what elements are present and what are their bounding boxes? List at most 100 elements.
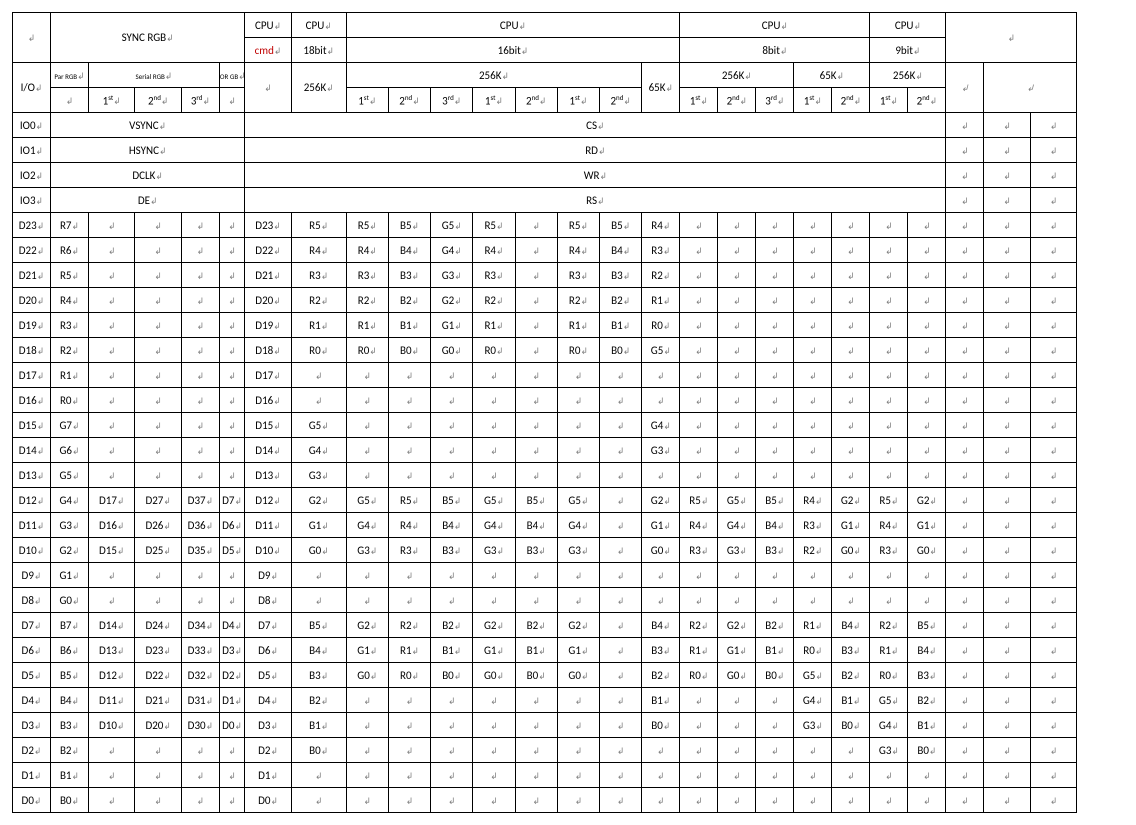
io-row: IO3DERS	[13, 188, 1124, 213]
cell	[219, 313, 244, 338]
cell	[756, 738, 794, 763]
cell	[832, 763, 870, 788]
cell: B2	[908, 688, 946, 713]
cell: R3	[388, 538, 430, 563]
cell: B0	[756, 663, 794, 688]
cell: B3	[431, 538, 473, 563]
cell: G2	[291, 488, 346, 513]
cell	[718, 738, 756, 763]
cell	[181, 313, 219, 338]
cell: G7	[51, 413, 89, 438]
cell: B2	[388, 288, 430, 313]
cell: B0	[291, 738, 346, 763]
cell	[756, 213, 794, 238]
cell	[984, 763, 1030, 788]
cell	[870, 363, 908, 388]
cell	[291, 588, 346, 613]
cell: D6	[219, 513, 244, 538]
hdr-8-65k: 65K	[794, 63, 870, 88]
cell: R1	[680, 638, 718, 663]
cell: G3	[291, 463, 346, 488]
cell: B0	[388, 338, 430, 363]
cell: D10	[89, 713, 135, 738]
cell: R5	[557, 213, 599, 238]
cell	[794, 463, 832, 488]
cell: G3	[794, 713, 832, 738]
cell	[473, 413, 515, 438]
cell	[135, 338, 181, 363]
h4-3rd-a: 3rd	[181, 88, 219, 113]
io-blank	[984, 163, 1030, 188]
cell	[1030, 788, 1076, 813]
cell	[832, 238, 870, 263]
cell: R3	[642, 238, 680, 263]
cell	[870, 313, 908, 338]
cell	[135, 388, 181, 413]
cell	[756, 588, 794, 613]
cell	[473, 713, 515, 738]
cell: B0	[642, 713, 680, 738]
cell: B3	[291, 663, 346, 688]
cell	[642, 588, 680, 613]
cell: G4	[431, 238, 473, 263]
cell: B1	[431, 638, 473, 663]
cell: D17	[89, 488, 135, 513]
hdr-16-256k: 256K	[346, 63, 642, 88]
cell: R1	[291, 313, 346, 338]
cell	[1030, 738, 1076, 763]
cell	[756, 463, 794, 488]
cell	[984, 613, 1030, 638]
cell	[832, 313, 870, 338]
cell: G2	[908, 488, 946, 513]
cell	[600, 438, 642, 463]
cell: D31	[181, 688, 219, 713]
cell: G1	[473, 638, 515, 663]
cell: R4	[642, 213, 680, 238]
cell	[1030, 288, 1076, 313]
cell	[557, 388, 599, 413]
cell	[756, 413, 794, 438]
cell	[908, 563, 946, 588]
cell	[642, 388, 680, 413]
h4-1st-b: 1st	[346, 88, 388, 113]
cell: G1	[557, 638, 599, 663]
cell	[388, 588, 430, 613]
cell: G5	[642, 338, 680, 363]
pin-label: D19	[13, 313, 51, 338]
cell	[908, 213, 946, 238]
cell	[388, 763, 430, 788]
cell	[181, 563, 219, 588]
cell	[756, 288, 794, 313]
cell	[219, 213, 244, 238]
cell	[181, 588, 219, 613]
cell	[984, 588, 1030, 613]
pin-label: D3	[13, 713, 51, 738]
cell	[946, 263, 984, 288]
cell: D1	[245, 763, 291, 788]
cell: G4	[794, 688, 832, 713]
hdr-par-rgb: Par RGB	[51, 63, 89, 88]
cell	[346, 438, 388, 463]
cell	[219, 338, 244, 363]
hdr-cpu-cmd-2: cmd	[245, 38, 291, 63]
cell	[600, 388, 642, 413]
cell: D20	[135, 713, 181, 738]
cell: B7	[51, 613, 89, 638]
cell: D1	[219, 688, 244, 713]
data-row: D4B4D11D21D31D1D4B2B1G4B1G5B2	[13, 688, 1124, 713]
cell	[908, 338, 946, 363]
cell	[832, 213, 870, 238]
cell	[600, 488, 642, 513]
pin-label: D5	[13, 663, 51, 688]
cell: G5	[431, 213, 473, 238]
h4-1st-e: 1st	[680, 88, 718, 113]
cell	[388, 713, 430, 738]
cell	[219, 263, 244, 288]
cell	[600, 463, 642, 488]
cell	[908, 788, 946, 813]
cell: D11	[89, 688, 135, 713]
io-row: IO0VSYNCCS	[13, 113, 1124, 138]
cell: D35	[181, 538, 219, 563]
cell: G5	[473, 488, 515, 513]
cell	[832, 288, 870, 313]
